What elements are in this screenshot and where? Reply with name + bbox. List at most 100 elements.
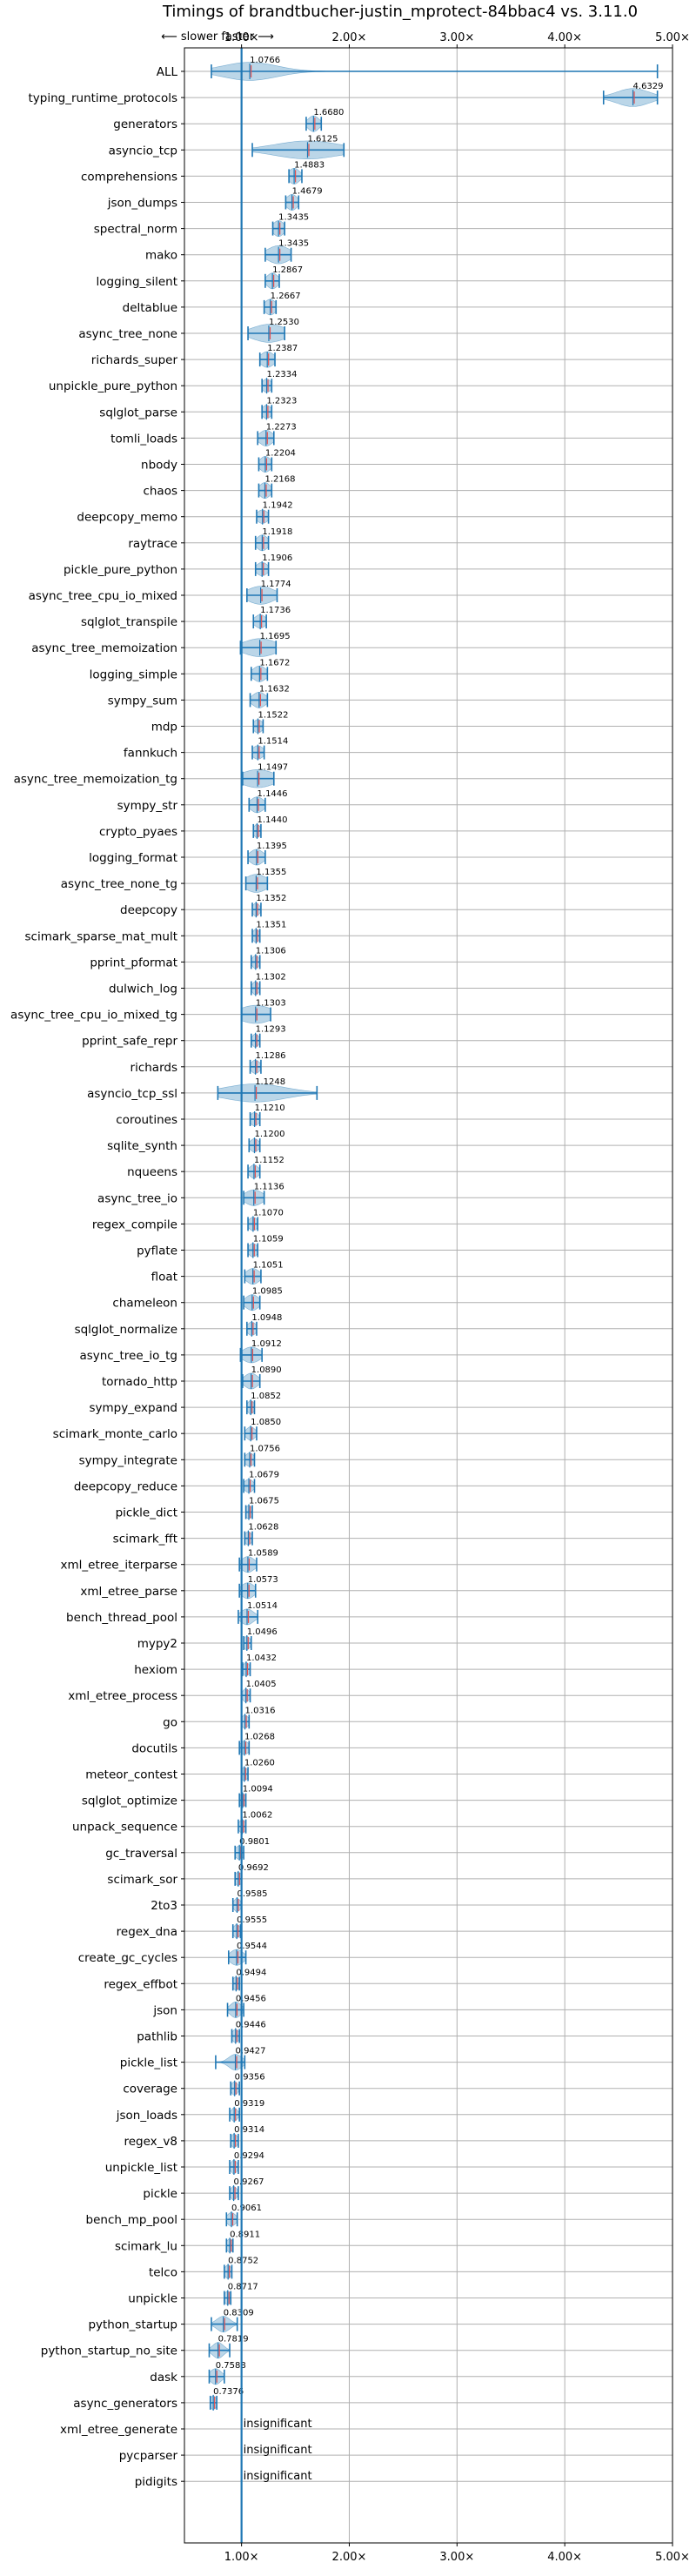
value-label: 0.9319 — [234, 2099, 264, 2109]
benchmark-label: comprehensions — [81, 170, 177, 184]
benchmark-row: sqlglot_optimize 1.0094 — [82, 1785, 673, 1808]
value-label: 1.1395 — [257, 842, 287, 851]
benchmark-row: regex_dna 0.9555 — [117, 1915, 673, 1940]
benchmark-row: xml_etree_iterparse 1.0589 — [61, 1549, 673, 1573]
benchmark-row: python_startup 0.8309 — [88, 2309, 673, 2332]
benchmark-row: richards 1.1286 — [130, 1051, 673, 1075]
benchmark-row: async_tree_io_tg 1.0912 — [79, 1339, 673, 1364]
benchmark-row: fannkuch 1.1514 — [124, 737, 673, 761]
value-label: 1.1440 — [257, 815, 287, 825]
benchmark-row: async_generators 0.7376 — [73, 2387, 673, 2411]
value-label: 1.4679 — [292, 187, 323, 197]
benchmark-row: regex_compile 1.1070 — [92, 1208, 673, 1232]
direction-annotation: ⟵ slower faster ⟶ — [161, 30, 274, 44]
value-label: 1.2323 — [266, 396, 297, 406]
benchmark-label: xml_etree_iterparse — [61, 1559, 178, 1573]
benchmark-label: scimark_sor — [107, 1873, 177, 1887]
benchmark-row: pickle_list 0.9427 — [120, 2047, 673, 2070]
benchmark-row: richards_super 1.2387 — [91, 344, 673, 368]
benchmark-row: sympy_expand 1.0852 — [89, 1392, 673, 1416]
benchmark-row: async_tree_none 1.2530 — [78, 318, 673, 343]
value-label: 1.1942 — [263, 501, 293, 511]
benchmark-rows: ALL 1.0766 typing_runtime_protocols 4.6329 g… — [10, 56, 673, 2489]
value-label: 1.0268 — [244, 1732, 275, 1741]
benchmark-row: async_tree_memoization 1.1695 — [31, 632, 673, 657]
benchmark-label: json_dumps — [107, 197, 177, 211]
benchmark-row: scimark_monte_carlo 1.0850 — [53, 1418, 673, 1442]
benchmark-row: asyncio_tcp_ssl 1.1248 — [87, 1077, 673, 1103]
x-tick-label-top: 3.00× — [439, 31, 474, 44]
benchmark-label: deepcopy — [120, 903, 177, 917]
value-label: 1.0573 — [248, 1575, 278, 1585]
benchmark-row: coroutines 1.1210 — [116, 1104, 673, 1127]
benchmark-row: xml_etree_generate insignificant — [60, 2418, 673, 2437]
value-label: 1.1695 — [260, 632, 291, 641]
benchmark-label: scimark_lu — [115, 2239, 177, 2253]
value-label: 0.9061 — [231, 2204, 262, 2213]
benchmark-label: pickle — [143, 2187, 177, 2201]
benchmark-row: deepcopy_memo 1.1942 — [77, 501, 673, 525]
x-tick-label-top: 2.00× — [332, 31, 367, 44]
benchmark-label: 2to3 — [151, 1899, 177, 1913]
benchmark-label: async_tree_memoization_tg — [14, 773, 177, 787]
benchmark-row: mdp 1.1522 — [151, 711, 673, 735]
benchmark-label: regex_compile — [92, 1218, 177, 1231]
benchmark-row: pprint_safe_repr 1.1293 — [82, 1025, 673, 1049]
x-tick-label-bottom: 3.00× — [439, 2551, 474, 2564]
benchmark-label: logging_format — [89, 851, 177, 865]
value-label: 1.2867 — [272, 265, 303, 275]
value-label: 1.1736 — [260, 606, 291, 615]
benchmark-row: dulwich_log 1.1302 — [109, 973, 673, 996]
value-label: 1.1070 — [253, 1208, 284, 1218]
value-label: 1.0766 — [250, 56, 280, 65]
benchmark-label: pickle_pure_python — [64, 563, 177, 577]
benchmark-row: raytrace 1.1918 — [128, 527, 673, 552]
value-label: 0.9692 — [238, 1863, 269, 1873]
benchmark-row: chameleon 1.0985 — [112, 1287, 673, 1311]
benchmark-row: nbody 1.2204 — [141, 449, 673, 473]
benchmark-row: create_gc_cycles 0.9544 — [78, 1942, 673, 1966]
value-label: 1.1059 — [253, 1235, 284, 1244]
benchmark-label: async_tree_io_tg — [79, 1349, 177, 1363]
benchmark-label: sympy_str — [117, 799, 178, 813]
benchmark-row: sympy_str 1.1446 — [117, 789, 673, 814]
benchmark-label: pycparser — [119, 2449, 178, 2463]
value-label: 0.7588 — [216, 2361, 246, 2371]
benchmark-label: gc_traversal — [105, 1847, 177, 1861]
benchmark-label: scimark_monte_carlo — [53, 1427, 177, 1441]
value-label: 1.1632 — [259, 684, 290, 694]
value-label: 1.2168 — [264, 475, 295, 485]
benchmark-label: xml_etree_parse — [80, 1585, 177, 1599]
benchmark-row: float 1.1051 — [151, 1261, 673, 1285]
benchmark-label: scimark_fft — [113, 1533, 177, 1546]
benchmark-label: coroutines — [116, 1113, 177, 1127]
value-label: 1.0062 — [242, 1811, 272, 1821]
benchmark-row: json_dumps 1.4679 — [107, 187, 673, 211]
value-label: 1.1302 — [256, 973, 286, 983]
value-label: 1.1355 — [256, 868, 286, 877]
benchmark-row: telco 0.8752 — [149, 2256, 673, 2280]
benchmark-row: python_startup_no_site 0.7819 — [41, 2335, 673, 2359]
value-label: 1.1906 — [262, 553, 292, 563]
value-label: 4.6329 — [633, 82, 664, 91]
benchmark-label: create_gc_cycles — [78, 1951, 177, 1965]
benchmark-label: sqlglot_transpile — [81, 615, 177, 629]
value-label: 0.7819 — [218, 2335, 249, 2345]
benchmark-row: pidigits insignificant — [135, 2470, 673, 2489]
benchmark-label: raytrace — [128, 537, 177, 551]
benchmark-row: async_tree_memoization_tg 1.1497 — [14, 763, 673, 788]
benchmark-row: meteor_contest 1.0260 — [85, 1759, 673, 1782]
benchmark-row: logging_simple 1.1672 — [90, 658, 673, 682]
benchmark-row: bench_thread_pool 1.0514 — [66, 1601, 673, 1626]
x-axis-top: 1.00× 2.00× 3.00× 4.00× 5.00× — [224, 31, 690, 48]
value-label: 1.1152 — [254, 1156, 284, 1165]
benchmark-row: scimark_sparse_mat_mult 1.1351 — [25, 920, 673, 944]
benchmark-label: pyflate — [137, 1244, 177, 1258]
benchmark-row: async_tree_cpu_io_mixed_tg 1.1303 — [10, 999, 673, 1024]
benchmark-label: xml_etree_generate — [60, 2423, 177, 2437]
benchmark-row: deepcopy 1.1352 — [120, 894, 673, 918]
value-label: 0.9314 — [234, 2125, 264, 2135]
benchmark-label: tomli_loads — [110, 432, 177, 446]
value-label: 0.9427 — [236, 2047, 266, 2056]
benchmark-row: tornado_http 1.0890 — [102, 1365, 673, 1390]
